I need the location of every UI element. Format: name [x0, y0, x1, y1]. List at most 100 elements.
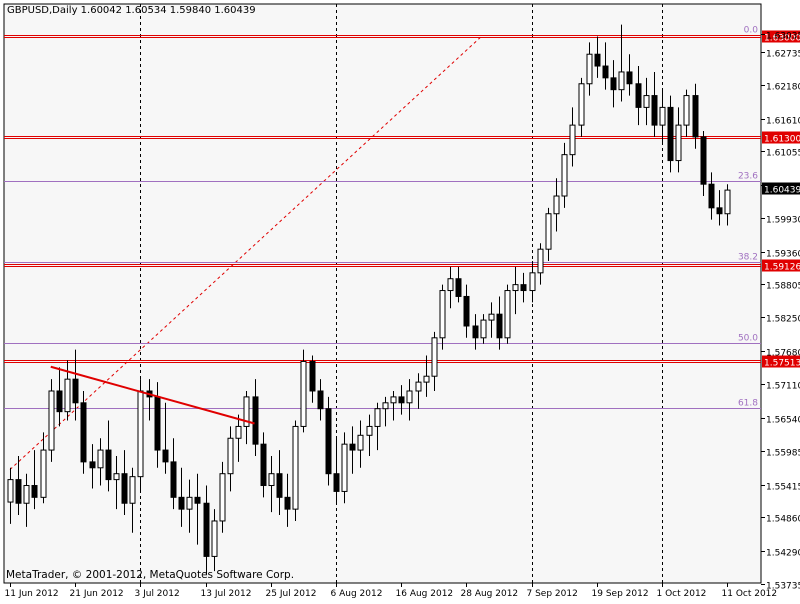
candle-bull [390, 396, 397, 404]
level-price-label: 1.61300 [764, 135, 800, 145]
y-tick-label: 1.55985 [766, 449, 800, 459]
x-tick-label: 11 Jun 2012 [5, 589, 59, 599]
candle-bear [398, 396, 405, 404]
candle-bear [602, 65, 609, 79]
candle-bull [724, 189, 731, 215]
candle-bear [472, 325, 479, 339]
x-tick-label: 25 Jul 2012 [266, 589, 317, 599]
candle-bull [23, 485, 30, 504]
level-price-tag [762, 131, 800, 144]
y-tick-label: 1.61055 [766, 149, 800, 159]
x-tick-label: 1 Oct 2012 [657, 589, 707, 599]
candle-bull [243, 396, 250, 427]
trendline-group[interactable] [50, 365, 255, 425]
candle-bear [72, 378, 79, 404]
candle-bull [578, 83, 585, 126]
candle-bear [349, 443, 356, 451]
candle-bull [374, 408, 381, 427]
candle-bear [15, 479, 22, 504]
chart-header: GBPUSD,Daily 1.60042 1.60534 1.59840 1.6… [7, 5, 256, 16]
candle-bear [700, 136, 707, 185]
candle-bear [121, 473, 128, 504]
time-axis: 11 Jun 2012 21 Jun 2012 3 Jul 2012 13 Jul 2… [5, 583, 778, 599]
candle-bear [635, 83, 642, 108]
candle-bull [431, 337, 438, 377]
candle-bear [455, 278, 462, 297]
candle-bull [406, 390, 413, 404]
candle-bull [219, 473, 226, 522]
candle-bull [227, 437, 234, 475]
fibo-level-label: 50.0 [738, 334, 758, 344]
candle-bull [480, 319, 487, 339]
y-tick-label: 1.55415 [766, 483, 800, 493]
candle-bull [366, 425, 373, 436]
y-tick-label: 1.57680 [766, 349, 800, 359]
fibo-level-label: 61.8 [738, 399, 758, 409]
candle-bear [333, 473, 340, 492]
fibo-level-label: 0.0 [744, 26, 759, 36]
candle-bull [447, 278, 454, 292]
candle-bear [520, 284, 527, 292]
candle-bear [276, 473, 283, 498]
candle-bull [512, 284, 519, 292]
y-tick-label: 1.61610 [766, 117, 800, 127]
candle-bear [716, 207, 723, 215]
candle-bull [341, 443, 348, 492]
fibo-base-line[interactable] [9, 34, 484, 470]
candle-bear [651, 95, 658, 126]
candle-bear [105, 449, 112, 481]
level-price-label: 1.59126 [764, 263, 800, 273]
candle-bear [170, 461, 177, 498]
candle-bear [252, 396, 259, 445]
candle-bull [268, 473, 275, 487]
y-tick-label: 1.56540 [766, 416, 800, 426]
candle-bear [80, 402, 87, 463]
candle-bear [194, 496, 201, 504]
candle-bull [186, 496, 193, 510]
candle-bear [56, 390, 63, 413]
y-tick-label: 1.58250 [766, 315, 800, 325]
price-axis: 1.63035 1.62735 1.62180 1.61610 1.61055 1.604… [761, 32, 800, 592]
candle-bear [317, 390, 324, 410]
candle-bull [97, 449, 104, 469]
candle-bull [235, 425, 242, 439]
candle-bull [423, 375, 430, 383]
trendline[interactable] [50, 365, 255, 425]
candle-bull [537, 248, 544, 274]
copyright-label: MetaTrader, © 2001-2012, MetaQuotes Soft… [6, 569, 294, 581]
candles [7, 24, 731, 575]
candle-bull [7, 479, 14, 503]
candle-bull [137, 390, 144, 478]
y-tick-label: 1.62180 [766, 83, 800, 93]
y-tick-label: 1.57110 [766, 382, 800, 392]
x-tick-label: 7 Sep 2012 [527, 589, 578, 599]
candle-bull [643, 95, 650, 108]
x-tick-label: 28 Aug 2012 [461, 589, 519, 599]
x-tick-label: 3 Jul 2012 [135, 589, 180, 599]
candle-bull [292, 425, 299, 510]
current-price-label: 1.60439 [764, 186, 800, 196]
x-tick-label: 6 Aug 2012 [331, 589, 383, 599]
level-price-tag [762, 30, 800, 43]
candle-bull [382, 402, 389, 410]
candle-bear [154, 396, 161, 451]
x-tick-label: 11 Oct 2012 [722, 589, 778, 599]
candle-bull [129, 476, 136, 504]
level-price-label: 1.57513 [764, 359, 800, 369]
candle-bear [203, 502, 210, 557]
x-tick-label: 16 Aug 2012 [396, 589, 454, 599]
y-tick-label: 1.58805 [766, 282, 800, 292]
horizontal-levels[interactable]: 1.63000 1.61300 1.59126 1.57513 [4, 30, 800, 369]
candle-bull [504, 290, 511, 339]
candle-bear [89, 461, 96, 469]
candle-bull [40, 449, 47, 498]
x-tick-label: 21 Jun 2012 [70, 589, 124, 599]
x-tick-label: 13 Jul 2012 [201, 589, 252, 599]
y-tick-label: 1.63035 [766, 32, 800, 42]
candle-bull [300, 360, 307, 427]
candle-bear [162, 449, 169, 463]
candle-bear [626, 71, 633, 85]
candle-bull [553, 195, 560, 215]
